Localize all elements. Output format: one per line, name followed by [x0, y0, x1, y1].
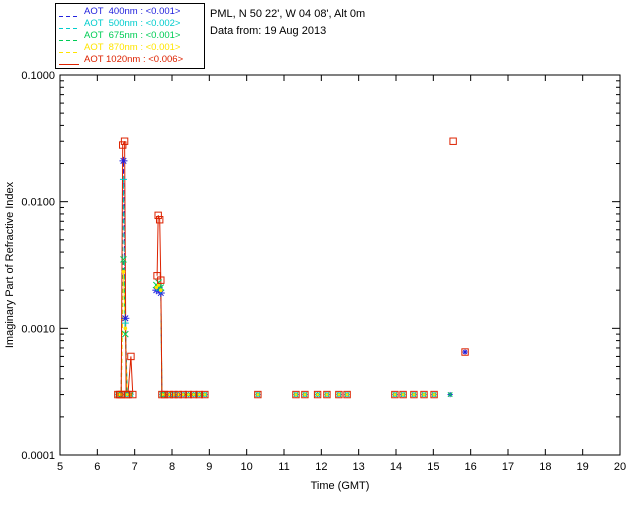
- y-axis-label: Imaginary Part of Refractive Index: [4, 181, 16, 348]
- x-tick-label: 8: [169, 461, 175, 473]
- legend: AOT 400nm : <0.001> AOT 500nm : <0.002> AO…: [55, 3, 205, 69]
- x-tick-label: 20: [614, 461, 626, 473]
- legend-line-sample: [59, 8, 79, 17]
- x-tick-label: 18: [539, 461, 551, 473]
- legend-line-sample: [59, 44, 79, 53]
- legend-label: AOT 675nm : <0.001>: [84, 30, 181, 41]
- legend-label: AOT 870nm : <0.001>: [84, 42, 181, 53]
- x-tick-label: 9: [206, 461, 212, 473]
- x-tick-label: 13: [353, 461, 365, 473]
- plot-frame: [59, 74, 621, 456]
- x-tick-label: 5: [57, 461, 63, 473]
- series-markers-1020nm: [114, 137, 469, 399]
- x-tick-label: 6: [94, 461, 100, 473]
- x-tick-label: 10: [241, 461, 253, 473]
- series-markers-400nm: [115, 156, 468, 398]
- series-markers-675nm: [115, 256, 453, 398]
- legend-label: AOT 500nm : <0.002>: [84, 18, 181, 29]
- legend-label: AOT 1020nm : <0.006>: [84, 54, 184, 65]
- x-tick-label: 12: [315, 461, 327, 473]
- series-line-1020nm: [117, 140, 205, 396]
- series-markers-500nm: [115, 175, 437, 397]
- series-markers-870nm: [116, 269, 436, 396]
- legend-line-sample: [59, 32, 79, 41]
- x-tick-label: 16: [465, 461, 477, 473]
- legend-line-sample: [59, 20, 79, 29]
- y-axis-ticks: 0.0001 0.0010 0.0100 0.1000: [21, 70, 620, 462]
- legend-item: AOT 1020nm : <0.006>: [59, 54, 201, 66]
- x-tick-label: 7: [132, 461, 138, 473]
- legend-line-sample: [59, 56, 79, 65]
- legend-item: AOT 675nm : <0.001>: [59, 30, 201, 42]
- header-date: Data from: 19 Aug 2013: [210, 25, 327, 37]
- y-tick-label: 0.0100: [21, 197, 55, 209]
- x-tick-label: 14: [390, 461, 402, 473]
- x-tick-label: 17: [502, 461, 514, 473]
- x-tick-label: 15: [427, 461, 439, 473]
- y-tick-label: 0.0010: [21, 323, 55, 335]
- header: PML, N 50 22', W 04 08', Alt 0m Data fro…: [210, 6, 365, 40]
- x-axis-label: Time (GMT): [311, 480, 370, 492]
- legend-item: AOT 400nm : <0.001>: [59, 6, 201, 18]
- legend-label: AOT 400nm : <0.001>: [84, 6, 181, 17]
- header-location: PML, N 50 22', W 04 08', Alt 0m: [210, 8, 366, 20]
- x-tick-label: 11: [278, 461, 289, 473]
- y-tick-label: 0.0001: [21, 450, 55, 462]
- legend-item: AOT 500nm : <0.002>: [59, 18, 201, 30]
- y-tick-label: 0.1000: [21, 70, 55, 82]
- legend-item: AOT 870nm : <0.001>: [59, 42, 201, 54]
- x-axis-ticks: 5 6 7 8 9 10 11 12 13 14 15 16 17 18 19 20: [57, 75, 626, 473]
- x-tick-label: 19: [577, 461, 589, 473]
